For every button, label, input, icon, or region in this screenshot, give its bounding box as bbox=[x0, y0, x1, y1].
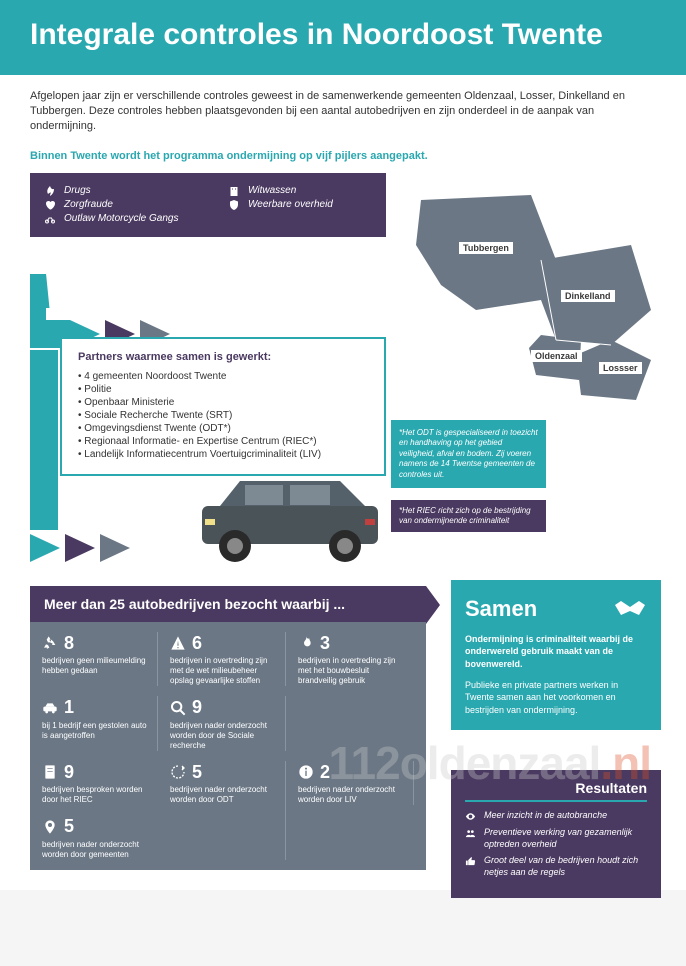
map-label-tubbergen: Tubbergen bbox=[459, 242, 513, 254]
stat-cell: 3bedrijven in overtreding zijn met het b… bbox=[298, 632, 414, 751]
pillar-label: Witwassen bbox=[248, 185, 296, 196]
result-text: Preventieve werking van gezamenlijk optr… bbox=[484, 827, 647, 850]
intro-text: Afgelopen jaar zijn er verschillende con… bbox=[0, 75, 686, 145]
samen-box: Samen Ondermijning is criminaliteit waar… bbox=[451, 580, 661, 730]
result-text: Meer inzicht in de autobranche bbox=[484, 810, 607, 822]
stats-header: Meer dan 25 autobedrijven bezocht waarbi… bbox=[30, 586, 426, 622]
info-icon bbox=[298, 764, 314, 780]
stat-cell: 9bedrijven besproken worden door het RIE… bbox=[42, 761, 158, 806]
thumb-icon bbox=[465, 856, 476, 867]
eye-icon bbox=[465, 811, 476, 822]
stat-cell: 6bedrijven in overtreding zijn met de we… bbox=[170, 632, 286, 687]
partner-item: Regionaal Informatie- en Expertise Centr… bbox=[78, 436, 368, 447]
map-label-losser: Lossser bbox=[599, 362, 642, 374]
search-icon bbox=[170, 700, 186, 716]
pillar-label: Zorgfraude bbox=[64, 199, 113, 210]
note-odt: *Het ODT is gespecialiseerd in toezicht … bbox=[391, 420, 546, 488]
page: Integrale controles in Noordoost Twente … bbox=[0, 0, 686, 890]
stat-cell: 5bedrijven nader onderzocht worden door … bbox=[170, 761, 286, 860]
partners-box: Partners waarmee samen is gewerkt: 4 gem… bbox=[60, 337, 386, 476]
map-label-dinkelland: Dinkelland bbox=[561, 290, 615, 302]
building-icon bbox=[228, 185, 240, 197]
partner-item: Landelijk Informatiecentrum Voertuigcrim… bbox=[78, 449, 368, 460]
heart-icon bbox=[44, 199, 56, 211]
circle-arrow-icon bbox=[170, 764, 186, 780]
doc-icon bbox=[42, 764, 58, 780]
subhead: Binnen Twente wordt het programma onderm… bbox=[0, 145, 686, 173]
map: Tubbergen Dinkelland Lossser Oldenzaal bbox=[401, 190, 661, 410]
pillars-col-1: Drugs Zorgfraude Outlaw Motorcycle Gangs bbox=[44, 183, 188, 227]
stat-cell: 8bedrijven geen milieumelding hebben ged… bbox=[42, 632, 158, 687]
shield-icon bbox=[228, 199, 240, 211]
stat-cell: 9bedrijven nader onderzocht worden door … bbox=[170, 696, 286, 751]
pillars-box: Drugs Zorgfraude Outlaw Motorcycle Gangs… bbox=[30, 173, 386, 237]
pin-icon bbox=[42, 819, 58, 835]
partner-item: Politie bbox=[78, 384, 368, 395]
partner-item: 4 gemeenten Noordoost Twente bbox=[78, 371, 368, 382]
group-icon bbox=[465, 828, 476, 839]
map-label-oldenzaal: Oldenzaal bbox=[531, 350, 582, 362]
partner-item: Omgevingsdienst Twente (ODT*) bbox=[78, 423, 368, 434]
samen-p1: Ondermijning is criminaliteit waarbij de… bbox=[465, 633, 647, 671]
car-small-icon bbox=[42, 700, 58, 716]
results-box: Resultaten Meer inzicht in de autobranch… bbox=[451, 770, 661, 898]
result-text: Groot deel van de bedrijven houdt zich n… bbox=[484, 855, 647, 878]
partner-item: Sociale Recherche Twente (SRT) bbox=[78, 410, 368, 421]
bike-icon bbox=[44, 213, 56, 225]
pillar-label: Weerbare overheid bbox=[248, 199, 333, 210]
partners-list: 4 gemeenten Noordoost Twente Politie Ope… bbox=[78, 371, 368, 460]
header-banner: Integrale controles in Noordoost Twente bbox=[0, 0, 686, 75]
stat-cell: 1bij 1 bedrijf een gestolen auto is aang… bbox=[42, 696, 158, 751]
page-title: Integrale controles in Noordoost Twente bbox=[30, 18, 656, 53]
pillar-label: Outlaw Motorcycle Gangs bbox=[64, 213, 179, 224]
stats-grid: 8bedrijven geen milieumelding hebben ged… bbox=[30, 622, 426, 870]
pillars-col-2: Witwassen Weerbare overheid bbox=[228, 183, 372, 227]
stat-cell: 5bedrijven nader onderzocht worden door … bbox=[42, 815, 158, 860]
fire-icon bbox=[298, 635, 314, 651]
handshake-icon bbox=[613, 597, 647, 621]
stat-cell: 2bedrijven nader onderzocht worden door … bbox=[298, 761, 414, 806]
samen-p2: Publieke en private partners werken in T… bbox=[465, 679, 647, 717]
leaf-icon bbox=[44, 185, 56, 197]
recycle-icon bbox=[42, 635, 58, 651]
warning-icon bbox=[170, 635, 186, 651]
results-title: Resultaten bbox=[465, 780, 647, 802]
pillar-label: Drugs bbox=[64, 185, 91, 196]
partner-item: Openbaar Ministerie bbox=[78, 397, 368, 408]
partners-title: Partners waarmee samen is gewerkt: bbox=[78, 351, 368, 363]
